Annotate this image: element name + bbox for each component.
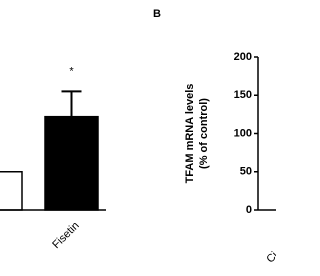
y-tick-label: 200: [234, 51, 252, 63]
bar: [44, 115, 99, 211]
y-tick-label: 0: [246, 204, 252, 216]
x-tick-label: Fisetin: [50, 220, 81, 251]
significance: *: [69, 65, 74, 77]
x-tick-label: Ci: [264, 250, 276, 266]
y-tick-label: 100: [234, 127, 252, 139]
bar: [0, 171, 23, 211]
y-axis-label: (% of control): [198, 98, 210, 169]
panel-label: B: [153, 8, 161, 20]
y-tick-label: 150: [234, 89, 252, 101]
figure: B * Fisetin 0 50 100 150 200 TFAM mRNA levels (%…: [0, 8, 276, 266]
y-axis-label: TFAM mRNA levels: [184, 84, 196, 184]
y-tick-label: 50: [240, 166, 252, 178]
